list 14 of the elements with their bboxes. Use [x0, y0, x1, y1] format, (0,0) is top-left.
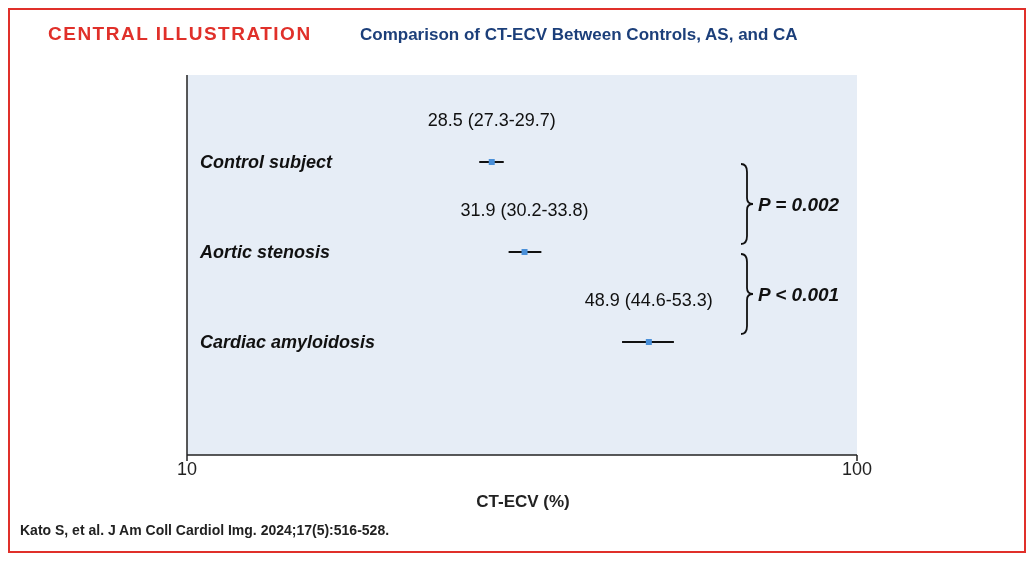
annotation: P = 0.002 [758, 194, 840, 215]
y-tick-label: Cardiac amyloidosis [200, 332, 376, 352]
text: Kato S, et al. J Am Coll Cardiol Img. 2024;17(5):516-528. [20, 522, 390, 538]
annotation: P < 0.001 [758, 284, 840, 305]
y-tick-label: Control subject [200, 152, 334, 172]
x-tick-label: 10 [176, 459, 198, 479]
x-tick-label: 100 [841, 459, 873, 479]
x-axis-title: CT-ECV (%) [476, 492, 570, 511]
data-label: 28.5 (27.3-29.7) [427, 110, 556, 130]
data-label: 48.9 (44.6-53.3) [584, 290, 713, 310]
chart-subtitle: Comparison of CT-ECV Between Controls, AS, and CA [360, 25, 798, 44]
data-label: 31.9 (30.2-33.8) [460, 200, 589, 220]
y-tick-label: Aortic stenosis [199, 242, 331, 262]
chart-title: CENTRAL ILLUSTRATION [48, 23, 312, 44]
